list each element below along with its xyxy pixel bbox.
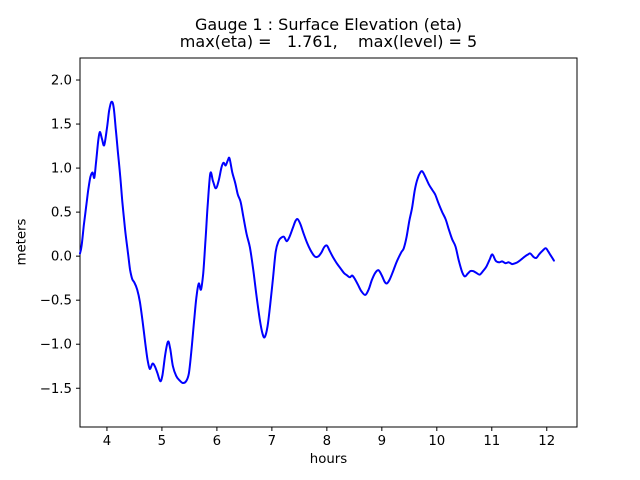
x-tick-label: 5 [158,434,166,449]
x-tick-label: 11 [483,434,500,449]
y-tick-label: 1.5 [51,118,72,133]
y-tick-label: −0.5 [40,294,72,309]
x-tick-label: 9 [378,434,386,449]
y-tick-label: −1.0 [40,338,72,353]
x-tick-label: 4 [103,434,111,449]
x-tick-label: 7 [268,434,276,449]
y-tick-label: −1.5 [40,382,72,397]
y-tick-label: 2.0 [51,74,72,89]
chart-title: Gauge 1 : Surface Elevation (eta) [194,15,463,34]
y-axis-label: meters [14,218,30,266]
y-tick-label: 1.0 [51,162,72,177]
eta-line [79,100,555,385]
x-tick-label: 10 [428,434,445,449]
x-axis-label: hours [309,452,348,467]
x-tick-label: 12 [538,434,555,449]
x-tick-label: 8 [323,434,331,449]
x-tick-label: 6 [213,434,221,449]
chart-subtitle: max(eta) = 1.761, max(level) = 5 [179,32,478,51]
y-tick-label: 0.5 [51,206,72,221]
axes-spines [79,57,578,428]
y-tick-label: 0.0 [51,250,72,265]
